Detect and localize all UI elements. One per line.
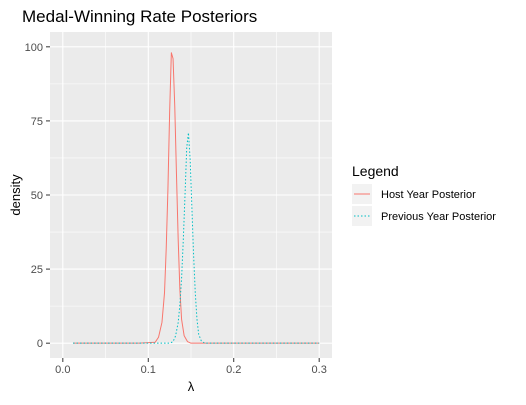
axes: 0.0 0.1 0.2 0.3 0 25 50 75 100: [25, 42, 327, 376]
legend-keys: Host Year Posterior Previous Year Posteri…: [352, 184, 496, 226]
x-tick-label: 0.0: [55, 364, 70, 376]
x-axis-label: λ: [188, 379, 195, 394]
y-tick-label: 25: [31, 264, 43, 276]
legend-entry-label: Host Year Posterior: [381, 189, 476, 201]
chart-title: Medal-Winning Rate Posteriors: [22, 7, 257, 26]
legend-title: Legend: [352, 163, 399, 179]
host-year-posterior-line: [73, 52, 320, 344]
legend: Legend Host Year Posterior Previous Year …: [352, 163, 496, 226]
x-tick-label: 0.1: [141, 364, 156, 376]
y-tick-label: 0: [37, 338, 43, 350]
y-tick-label: 50: [31, 190, 43, 202]
y-tick-label: 100: [25, 42, 43, 54]
x-tick-label: 0.3: [312, 364, 327, 376]
series-lines: [73, 52, 320, 344]
x-tick-label: 0.2: [226, 364, 241, 376]
grid-lines: [50, 32, 332, 358]
y-axis-label: density: [8, 174, 23, 216]
legend-entry-label: Previous Year Posterior: [381, 211, 496, 223]
y-tick-label: 75: [31, 116, 43, 128]
